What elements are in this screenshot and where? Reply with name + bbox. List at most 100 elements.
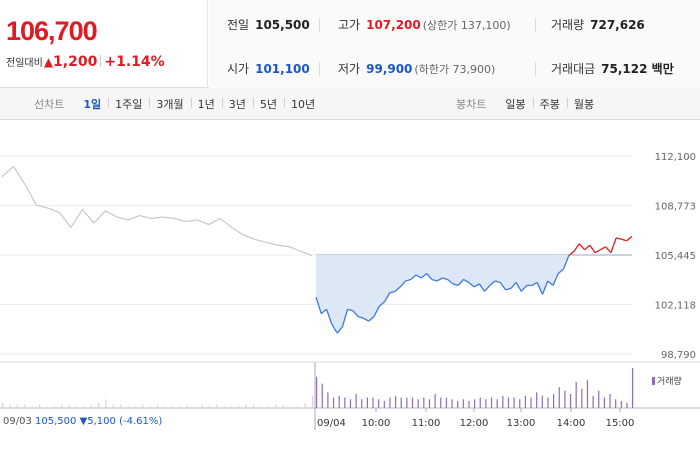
y-tick-label: 102,118 (655, 300, 696, 311)
price-line-segment (594, 249, 601, 254)
x-tick-label: 14:00 (557, 418, 586, 429)
prev-day-note: 09/03 105,500 ▼5,100 (-4.61%) (3, 416, 162, 427)
y-tick-label: 112,100 (655, 152, 696, 163)
price-line-segment (557, 268, 564, 275)
volume-bar (38, 404, 41, 408)
volume-bar (68, 404, 70, 408)
price-line-segment (478, 283, 486, 292)
tab-1d[interactable]: 1일 (83, 98, 102, 111)
volume-bar (598, 390, 600, 408)
stat-volume: 거래량 727,626 (551, 16, 645, 33)
price-line-segment (389, 290, 396, 294)
price-line-segment (415, 274, 422, 279)
volume-bar (46, 406, 48, 408)
volume-bar (230, 406, 233, 408)
stat-label: 저가 (338, 62, 361, 76)
stat-label: 거래량 (551, 18, 585, 32)
y-tick-label: 105,445 (655, 251, 696, 262)
volume-bar (142, 404, 144, 408)
volume-bar (383, 401, 385, 408)
tab-10y[interactable]: 10년 (284, 96, 322, 112)
current-price: 106,700 (6, 16, 98, 46)
stat-label: 고가 (338, 18, 361, 32)
divider (319, 62, 320, 76)
volume-bar (127, 406, 129, 408)
price-line-segment (352, 310, 359, 318)
volume-bar (468, 401, 470, 408)
volume-bar (406, 397, 408, 408)
volume-bar (2, 402, 4, 408)
volume-bar (112, 404, 114, 408)
volume-bar (395, 395, 397, 408)
volume-bar (389, 397, 391, 408)
line-chart-tabs: 선차트 1일 1주일 3개월 1년 3년 5년 10년 (34, 88, 322, 120)
volume-bar (361, 399, 363, 408)
volume-bar (564, 390, 566, 408)
price-line-segment (436, 277, 443, 282)
volume-bar (164, 406, 166, 408)
y-tick-label: 108,773 (655, 201, 696, 212)
stats-panel: 전일 105,500 고가 107,200 (상한가 137,100) 거래량 727,… (209, 0, 700, 88)
price-box: 106,700 전일대비▲1,200 +1.14% (0, 0, 208, 88)
tab-monthly[interactable]: 월봉 (566, 96, 601, 112)
divider (535, 18, 536, 32)
tab-weekly[interactable]: 주봉 (532, 96, 567, 112)
volume-bar (297, 406, 299, 408)
price-line-segment (494, 280, 501, 284)
volume-bar (417, 399, 419, 408)
y-tick-label: 98,790 (661, 350, 696, 361)
volume-bar (423, 397, 425, 408)
tab-1w[interactable]: 1주일 (108, 96, 149, 112)
price-line-segment (473, 283, 480, 288)
tab-5y[interactable]: 5년 (252, 96, 284, 112)
volume-bar (31, 406, 33, 408)
tab-daily[interactable]: 일봉 (505, 98, 526, 111)
price-line-segment (405, 278, 411, 282)
volume-bar (536, 392, 538, 408)
stat-prev-close: 전일 105,500 (227, 16, 310, 33)
volume-bar (479, 397, 481, 408)
volume-bar (245, 404, 247, 408)
price-line-segment (410, 274, 417, 280)
price-line-segment (378, 301, 385, 307)
price-line-segment (394, 286, 401, 292)
prev-day-date: 09/03 (3, 416, 32, 427)
price-line-segment (347, 308, 354, 312)
price-line-segment (510, 282, 517, 289)
prev-day-percent: (-4.61%) (119, 416, 163, 427)
price-line-segment (363, 317, 369, 322)
tab-3y[interactable]: 3년 (221, 96, 253, 112)
volume-bar (615, 399, 617, 408)
stat-value: 105,500 (255, 18, 310, 32)
volume-bar (485, 399, 487, 408)
price-line-segment (452, 283, 459, 287)
stock-summary-header: 106,700 전일대비▲1,200 +1.14% 전일 105,500 고가 107… (0, 0, 700, 88)
price-line-segment (399, 280, 407, 288)
volume-bar (581, 388, 583, 408)
volume-bar (9, 404, 11, 408)
volume-bar (75, 406, 78, 408)
volume-bar (445, 397, 447, 408)
volume-bar (16, 404, 18, 408)
volume-bar (120, 404, 122, 408)
tab-1y[interactable]: 1년 (190, 96, 222, 112)
candle-chart-label: 봉차트 (456, 98, 487, 111)
volume-bar (186, 404, 188, 408)
price-line-segment (552, 273, 559, 286)
stat-value: 75,122 백만 (601, 62, 674, 76)
price-line-segment (442, 277, 448, 281)
price-line-segment (589, 244, 596, 254)
volume-bar (457, 401, 459, 408)
stat-high: 고가 107,200 (상한가 137,100) (338, 16, 511, 33)
price-line-segment (489, 280, 496, 286)
stat-open: 시가 101,100 (227, 60, 310, 77)
volume-bar (502, 395, 504, 408)
price-line-segment (536, 282, 544, 295)
stat-label: 전일 (227, 18, 250, 32)
volume-bar (547, 397, 549, 408)
price-line-segment (573, 243, 580, 252)
volume-bar (474, 399, 476, 408)
tab-3m[interactable]: 3개월 (149, 96, 190, 112)
volume-bar (434, 394, 436, 408)
volume-bar (513, 397, 515, 408)
